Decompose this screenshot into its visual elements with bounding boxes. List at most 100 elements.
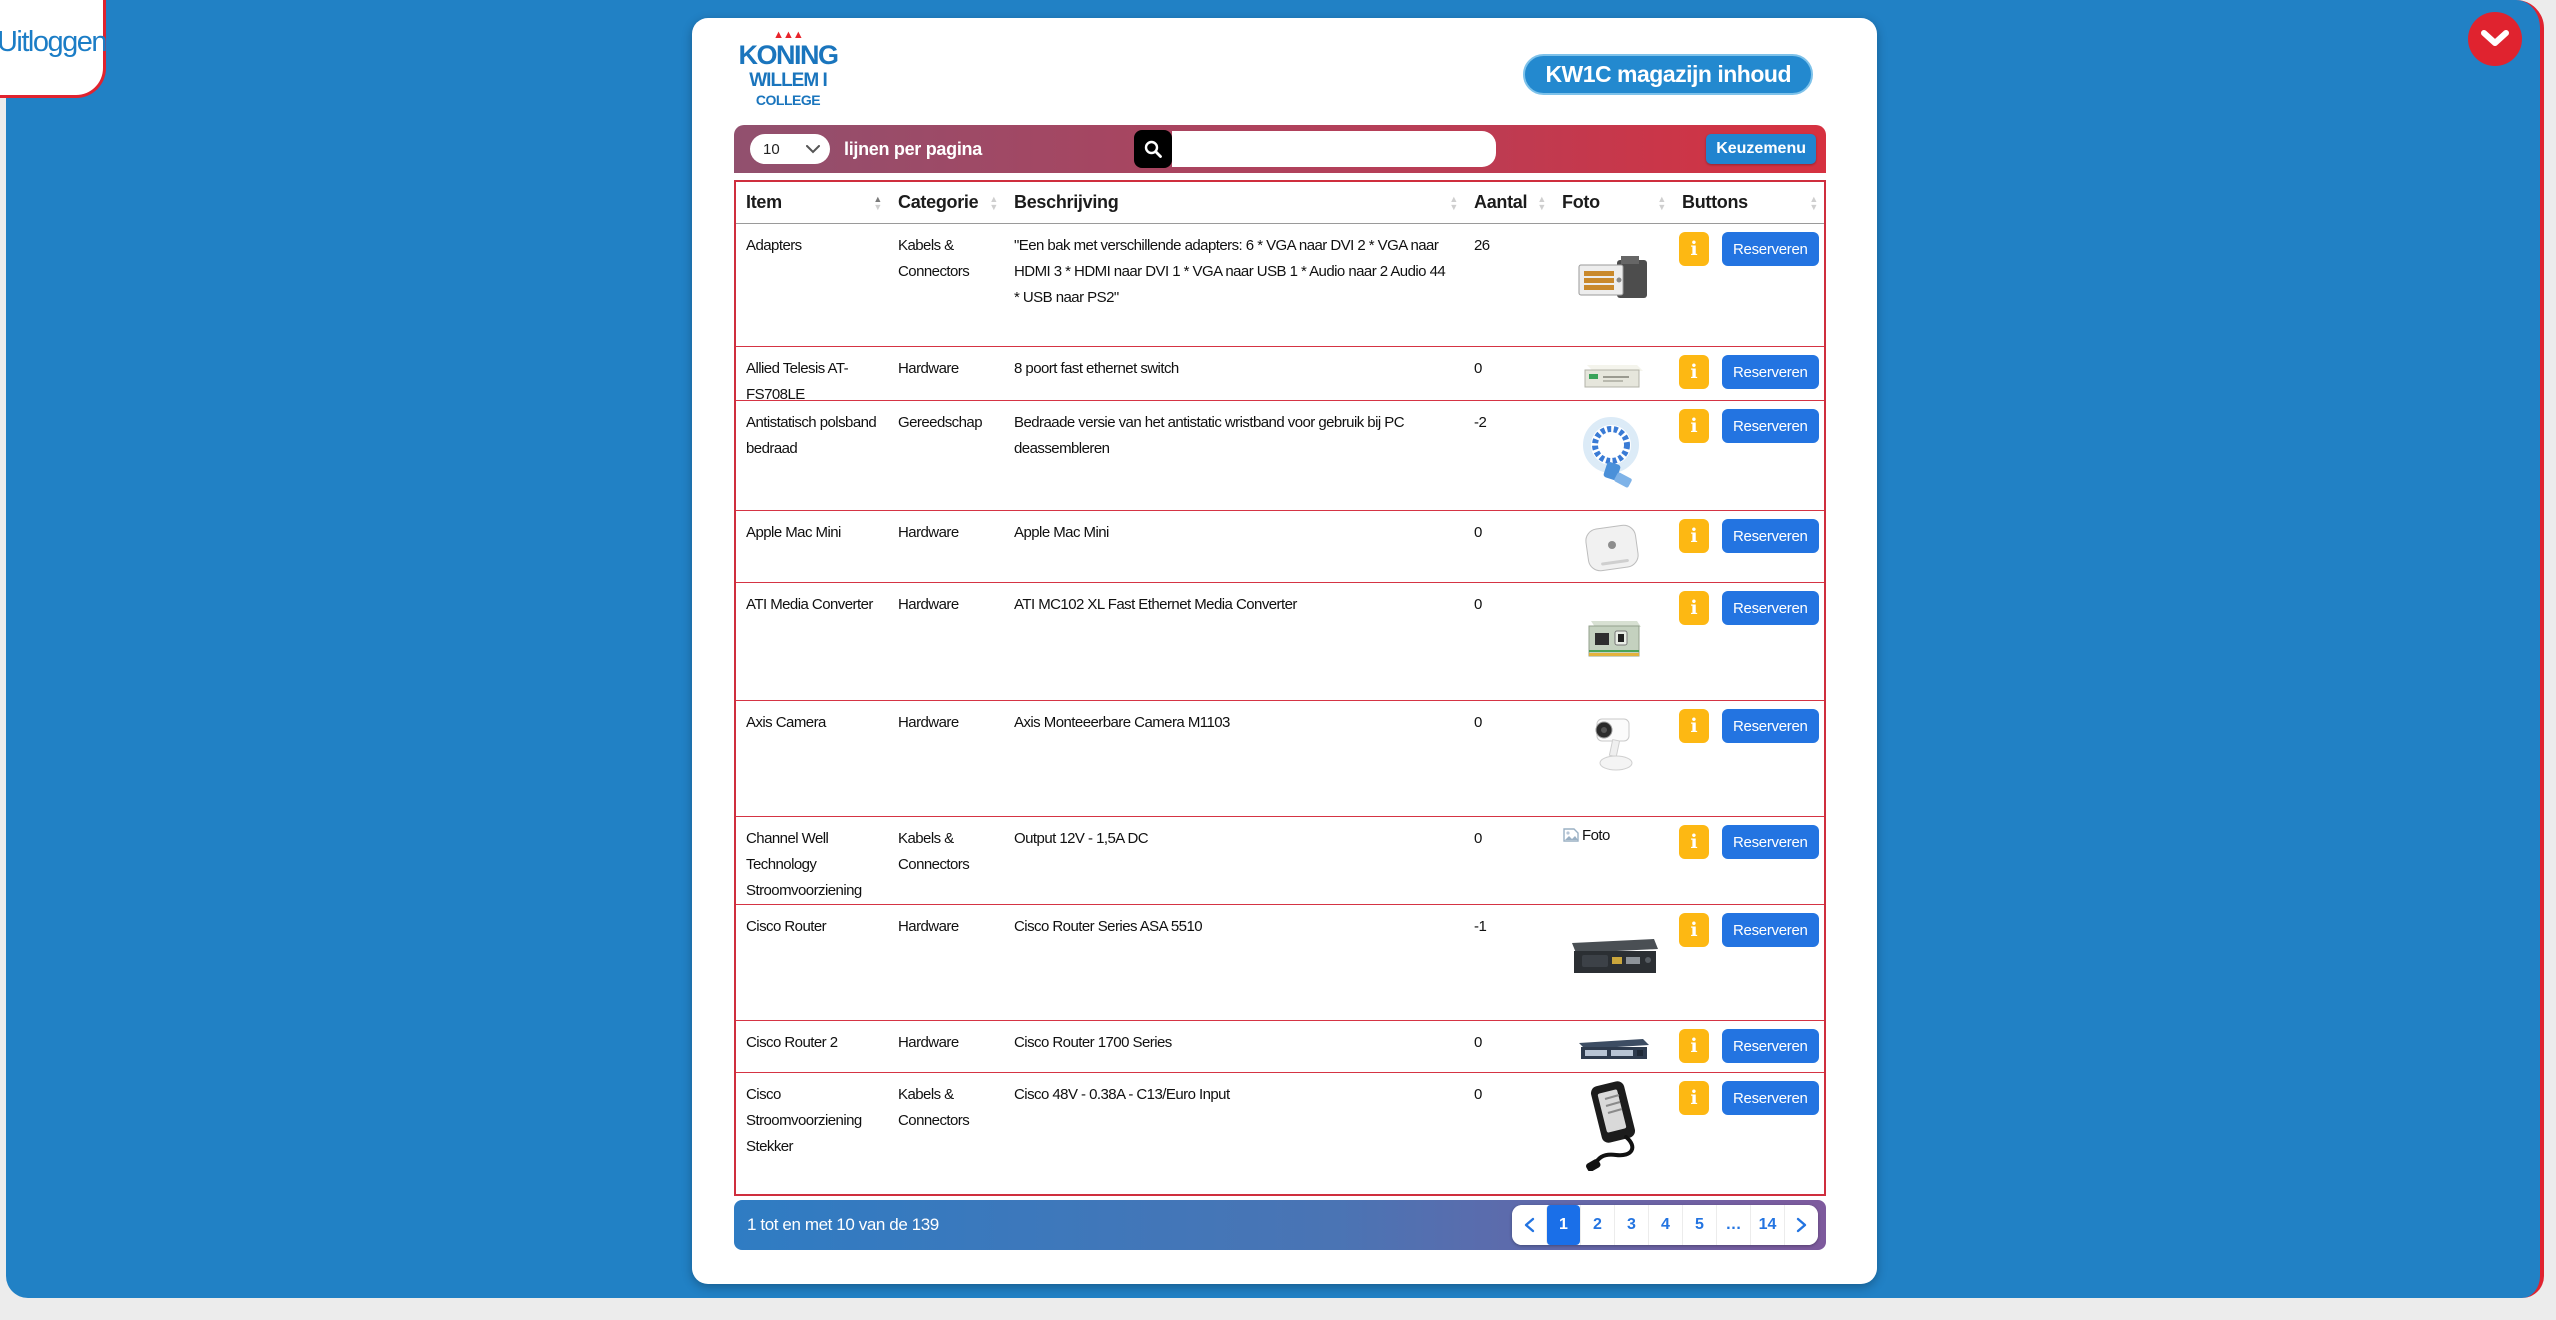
logout-button[interactable]: Uitloggen bbox=[0, 0, 108, 98]
info-button[interactable]: i bbox=[1679, 409, 1709, 443]
column-header-beschrijving[interactable]: Beschrijving ▲ ▼ bbox=[1014, 192, 1458, 212]
pagination-page-button[interactable]: 5 bbox=[1682, 1205, 1716, 1245]
info-button[interactable]: i bbox=[1679, 913, 1709, 947]
collapse-menu-button[interactable] bbox=[2468, 12, 2522, 66]
table-row: Allied Telesis AT-FS708LE Hardware 8 poo… bbox=[736, 346, 1824, 400]
pagination-page-button[interactable]: 2 bbox=[1580, 1205, 1614, 1245]
table-row: Cisco Stroomvoorziening Stekker Kabels &… bbox=[736, 1072, 1824, 1194]
pagination: 1 2 3 4 5 … 14 bbox=[1512, 1205, 1818, 1245]
cell-aantal: 0 bbox=[1474, 1086, 1482, 1103]
reserve-button[interactable]: Reserveren bbox=[1722, 355, 1819, 389]
info-button[interactable]: i bbox=[1679, 709, 1709, 743]
column-header-categorie[interactable]: Categorie ▲ ▼ bbox=[898, 192, 998, 212]
chevron-left-icon bbox=[1523, 1217, 1535, 1233]
pagination-page-button[interactable]: 14 bbox=[1750, 1205, 1784, 1245]
cell-aantal: 0 bbox=[1474, 596, 1482, 613]
cell-aantal: 26 bbox=[1474, 237, 1490, 254]
logout-label: Uitloggen bbox=[0, 26, 108, 58]
cell-aantal: 0 bbox=[1474, 524, 1482, 541]
product-photo-axis-camera bbox=[1583, 705, 1641, 779]
product-photo-mac-mini bbox=[1581, 515, 1643, 577]
table-row: Cisco Router Hardware Cisco Router Serie… bbox=[736, 904, 1824, 1020]
sort-arrows-icon[interactable]: ▲ ▼ bbox=[989, 193, 998, 212]
cell-foto bbox=[1552, 511, 1672, 582]
reserve-button[interactable]: Reserveren bbox=[1722, 825, 1819, 859]
search-group bbox=[1134, 130, 1496, 168]
cell-buttons: i Reserveren bbox=[1672, 401, 1824, 510]
cell-item: Adapters bbox=[746, 237, 802, 254]
table-body: Adapters Kabels & Connectors "Een bak me… bbox=[736, 224, 1824, 1194]
cell-item: Cisco Router bbox=[746, 918, 827, 935]
info-button[interactable]: i bbox=[1679, 1081, 1709, 1115]
cell-categorie: Kabels & Connectors bbox=[898, 1086, 970, 1129]
pagination-info: 1 tot en met 10 van de 139 bbox=[747, 1215, 939, 1234]
cell-categorie: Hardware bbox=[898, 360, 959, 377]
search-button[interactable] bbox=[1134, 130, 1172, 168]
reserve-button[interactable]: Reserveren bbox=[1722, 913, 1819, 947]
logo-line2: WILLEM I bbox=[749, 70, 827, 91]
reserve-button[interactable]: Reserveren bbox=[1722, 232, 1819, 266]
reserve-button[interactable]: Reserveren bbox=[1722, 709, 1819, 743]
reserve-button[interactable]: Reserveren bbox=[1722, 1029, 1819, 1063]
cell-buttons: i Reserveren bbox=[1672, 1073, 1824, 1194]
column-header-foto[interactable]: Foto ▲ ▼ bbox=[1562, 192, 1666, 212]
sort-arrows-icon[interactable]: ▲ ▼ bbox=[1809, 193, 1818, 212]
column-header-buttons[interactable]: Buttons ▲ ▼ bbox=[1682, 192, 1818, 212]
cell-aantal: 0 bbox=[1474, 830, 1482, 847]
broken-photo: Foto bbox=[1556, 821, 1668, 845]
info-button[interactable]: i bbox=[1679, 591, 1709, 625]
pagination-page-button[interactable]: 1 bbox=[1546, 1205, 1580, 1245]
cell-aantal: -1 bbox=[1474, 918, 1487, 935]
info-button[interactable]: i bbox=[1679, 1029, 1709, 1063]
cell-beschrijving: Output 12V - 1,5A DC bbox=[1014, 830, 1149, 847]
table-row: Adapters Kabels & Connectors "Een bak me… bbox=[736, 224, 1824, 346]
cell-item: Channel Well Technology Stroomvoorzienin… bbox=[746, 830, 862, 899]
cell-item: Allied Telesis AT-FS708LE bbox=[746, 360, 849, 400]
cell-buttons: i Reserveren bbox=[1672, 817, 1824, 904]
cell-foto bbox=[1552, 347, 1672, 400]
pagination-page-button[interactable]: 3 bbox=[1614, 1205, 1648, 1245]
cell-categorie: Kabels & Connectors bbox=[898, 830, 970, 873]
cell-beschrijving: Bedraade versie van het antistatic wrist… bbox=[1014, 414, 1405, 457]
sort-arrows-icon[interactable]: ▲ ▼ bbox=[1657, 193, 1666, 212]
inventory-table: Item ▲ ▼ Categorie ▲ ▼ Beschrijving ▲ ▼ Aan… bbox=[734, 180, 1826, 1196]
cell-aantal: 0 bbox=[1474, 714, 1482, 731]
column-header-item[interactable]: Item ▲ ▼ bbox=[746, 192, 882, 212]
cell-item: Cisco Stroomvoorziening Stekker bbox=[746, 1086, 862, 1155]
content-card: ▲▲▲ KONING WILLEM I COLLEGE KW1C magazij… bbox=[692, 18, 1877, 1284]
search-input[interactable] bbox=[1172, 131, 1496, 167]
reserve-button[interactable]: Reserveren bbox=[1722, 1081, 1819, 1115]
info-button[interactable]: i bbox=[1679, 355, 1709, 389]
cell-item: Apple Mac Mini bbox=[746, 524, 841, 541]
menu-button[interactable]: Keuzemenu bbox=[1706, 134, 1816, 164]
cell-foto bbox=[1552, 905, 1672, 1020]
cell-foto bbox=[1552, 1073, 1672, 1194]
info-button[interactable]: i bbox=[1679, 825, 1709, 859]
chevron-down-icon bbox=[2481, 30, 2509, 48]
cell-foto bbox=[1552, 701, 1672, 816]
logo-line3: COLLEGE bbox=[755, 92, 821, 108]
cell-buttons: i Reserveren bbox=[1672, 511, 1824, 582]
cell-beschrijving: Cisco 48V - 0.38A - C13/Euro Input bbox=[1014, 1086, 1230, 1103]
table-header-row: Item ▲ ▼ Categorie ▲ ▼ Beschrijving ▲ ▼ Aan… bbox=[736, 182, 1824, 224]
crown-triangles-icon: ▲▲▲ bbox=[773, 29, 804, 41]
sort-arrows-icon[interactable]: ▲ ▼ bbox=[873, 193, 882, 212]
reserve-button[interactable]: Reserveren bbox=[1722, 409, 1819, 443]
cell-categorie: Hardware bbox=[898, 918, 959, 935]
pagination-page-button[interactable]: 4 bbox=[1648, 1205, 1682, 1245]
pagination-ellipsis: … bbox=[1716, 1205, 1750, 1245]
reserve-button[interactable]: Reserveren bbox=[1722, 591, 1819, 625]
product-photo-dvi-adapter bbox=[1571, 228, 1653, 306]
info-button[interactable]: i bbox=[1679, 519, 1709, 553]
table-row: Apple Mac Mini Hardware Apple Mac Mini 0 bbox=[736, 510, 1824, 582]
column-header-aantal[interactable]: Aantal ▲ ▼ bbox=[1474, 192, 1546, 212]
cell-categorie: Gereedschap bbox=[898, 414, 983, 431]
reserve-button[interactable]: Reserveren bbox=[1722, 519, 1819, 553]
page-size-select[interactable]: 10 bbox=[750, 134, 830, 164]
sort-arrows-icon[interactable]: ▲ ▼ bbox=[1449, 193, 1458, 212]
sort-arrows-icon[interactable]: ▲ ▼ bbox=[1537, 193, 1546, 212]
table-row: Cisco Router 2 Hardware Cisco Router 170… bbox=[736, 1020, 1824, 1072]
info-button[interactable]: i bbox=[1679, 232, 1709, 266]
pagination-prev-button[interactable] bbox=[1512, 1205, 1546, 1245]
pagination-next-button[interactable] bbox=[1784, 1205, 1818, 1245]
